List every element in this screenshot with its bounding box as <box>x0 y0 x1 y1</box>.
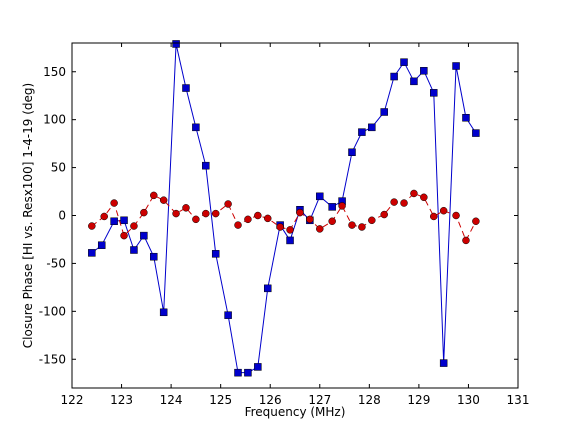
data-point-square <box>452 62 460 70</box>
data-point-square <box>400 58 408 66</box>
data-point-circle <box>192 215 200 224</box>
x-tick-label: 126 <box>259 393 282 407</box>
data-point-square <box>263 284 272 293</box>
y-tick-label: 100 <box>43 113 66 127</box>
data-point-square <box>472 129 480 137</box>
data-point-circle <box>140 208 148 217</box>
data-point-square <box>88 249 96 257</box>
data-point-square <box>286 236 294 245</box>
x-tick-label: 125 <box>209 393 232 407</box>
data-point-square <box>110 217 118 225</box>
data-point-square <box>150 252 158 261</box>
data-point-circle <box>452 211 460 220</box>
data-point-circle <box>390 198 398 206</box>
data-point-square <box>202 161 210 170</box>
data-point-circle <box>263 214 272 223</box>
data-point-square <box>348 148 356 156</box>
data-point-square <box>316 192 324 201</box>
data-point-circle <box>348 221 356 229</box>
data-point-circle <box>286 226 294 234</box>
data-point-circle <box>110 199 118 207</box>
series-1 <box>88 40 480 377</box>
data-point-circle <box>430 212 438 221</box>
data-point-circle <box>159 196 168 204</box>
data-point-circle <box>172 209 180 218</box>
data-point-square <box>130 246 138 254</box>
data-point-circle <box>244 215 252 224</box>
x-tick-label: 131 <box>507 393 530 407</box>
data-point-square <box>390 72 398 81</box>
plot-area <box>72 43 518 388</box>
data-point-circle <box>462 236 470 245</box>
data-point-square <box>244 368 252 377</box>
x-tick-label: 123 <box>110 393 133 407</box>
data-point-square <box>224 311 232 319</box>
data-point-circle <box>316 225 324 233</box>
data-point-square <box>410 77 418 86</box>
data-point-circle <box>100 212 108 221</box>
data-point-square <box>368 123 376 132</box>
series-2 <box>88 189 480 245</box>
data-point-square <box>211 250 220 258</box>
data-point-circle <box>338 202 346 210</box>
y-tick-label: -150 <box>39 352 66 366</box>
data-point-square <box>120 216 128 225</box>
data-point-circle <box>439 206 448 215</box>
data-point-circle <box>410 189 418 198</box>
x-tick-label: 124 <box>160 393 183 407</box>
data-point-circle <box>234 221 242 229</box>
data-point-circle <box>296 208 304 217</box>
y-tick-label: -100 <box>39 304 66 318</box>
data-point-square <box>358 128 366 136</box>
data-point-circle <box>211 209 220 218</box>
y-tick-label: 0 <box>58 209 66 223</box>
x-axis-label: Frequency (MHz) <box>245 405 346 419</box>
data-point-square <box>462 114 470 122</box>
plot-frame <box>71 42 519 389</box>
y-tick-label: 50 <box>51 161 66 175</box>
series-layer <box>88 40 480 377</box>
data-point-square <box>439 359 448 367</box>
data-point-circle <box>254 211 262 220</box>
data-point-square <box>430 89 438 97</box>
x-tick-label: 122 <box>61 393 84 407</box>
x-tick-label: 127 <box>308 393 331 407</box>
data-point-circle <box>368 216 376 225</box>
axes-layer: 122 123 124 125 126 127 128 129 130 131 -150 -100 -5… <box>39 43 530 407</box>
data-point-circle <box>120 231 128 240</box>
data-point-circle <box>202 209 210 218</box>
data-point-square <box>97 241 106 249</box>
data-point-square <box>172 40 180 48</box>
y-tick-label: -50 <box>46 256 66 270</box>
data-point-square <box>159 308 168 317</box>
x-tick-label: 129 <box>407 393 430 407</box>
data-point-circle <box>328 217 336 225</box>
x-tick-label: 130 <box>457 393 480 407</box>
data-point-circle <box>182 204 190 212</box>
data-point-circle <box>276 223 284 231</box>
data-point-square <box>254 363 262 371</box>
y-tick-label: 150 <box>43 65 66 79</box>
data-point-circle <box>150 191 158 200</box>
data-point-square <box>182 84 190 92</box>
data-point-circle <box>380 210 388 219</box>
data-point-square <box>140 231 148 240</box>
data-point-square <box>328 203 336 211</box>
data-point-circle <box>130 222 138 230</box>
data-point-circle <box>358 223 366 231</box>
data-point-square <box>192 123 200 132</box>
y-axis-label: Closure Phase [HI vs. Resx100] 1-4-19 (d… <box>21 83 35 348</box>
x-tick-label: 128 <box>358 393 381 407</box>
data-point-circle <box>224 200 232 208</box>
data-point-circle <box>420 193 428 202</box>
data-point-circle <box>400 199 408 207</box>
data-point-square <box>420 67 428 75</box>
data-point-square <box>234 368 242 377</box>
data-point-circle <box>472 217 480 225</box>
data-point-square <box>380 108 388 116</box>
data-point-circle <box>88 222 96 230</box>
data-point-circle <box>306 215 314 224</box>
